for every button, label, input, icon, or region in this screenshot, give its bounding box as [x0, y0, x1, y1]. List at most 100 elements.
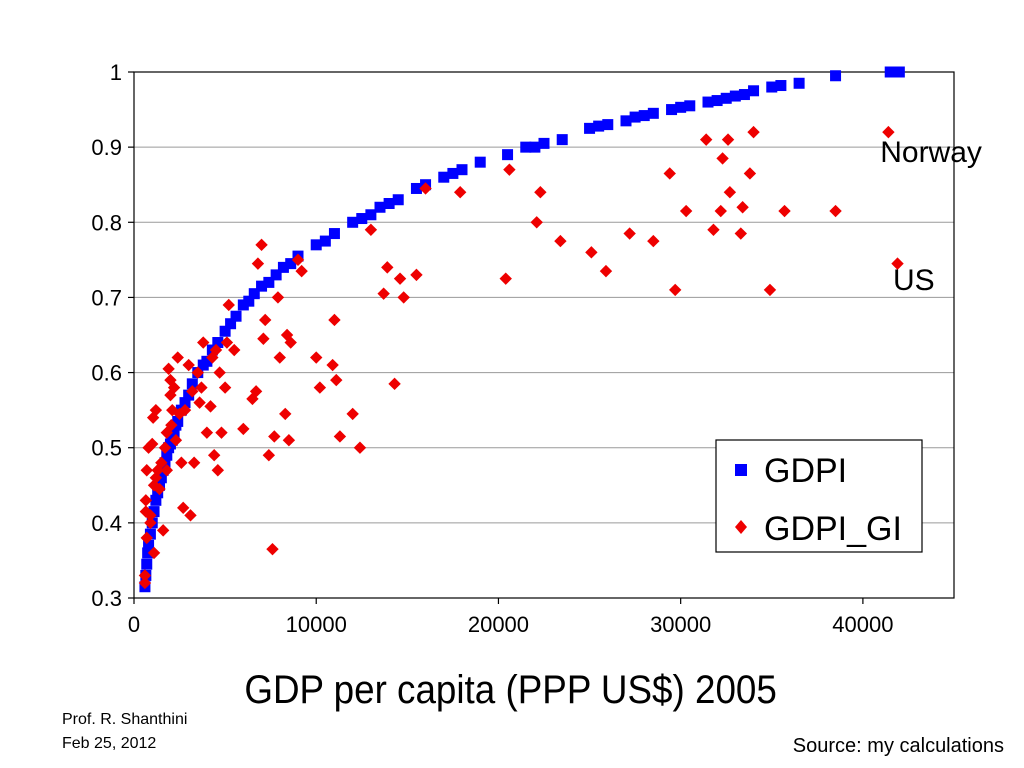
gdpi-gi-point — [882, 125, 895, 139]
gdpi-gi-point — [330, 373, 343, 387]
x-axis-title: GDP per capita (PPP US$) 2005 — [244, 668, 777, 712]
gdpi-gi-point — [291, 253, 305, 267]
gdpi-point — [347, 216, 359, 228]
gdpi-point — [179, 397, 191, 409]
gdpi-gi-point — [138, 569, 152, 582]
gdpi-gi-point — [326, 358, 339, 372]
author-name: Prof. R. Shanthini — [62, 711, 188, 728]
gdpi-gi-point — [714, 204, 727, 218]
x-tick-label: 40000 — [832, 612, 893, 637]
gdpi-gi-point — [721, 133, 735, 146]
gdpi-point — [684, 100, 696, 112]
legend: GDPI GDPI_GI — [715, 439, 923, 553]
gdpi-point — [225, 318, 237, 330]
gdpi-point — [285, 258, 297, 270]
y-tick-label: 0.9 — [91, 135, 122, 160]
gdpi-point — [438, 171, 450, 183]
gdpi-point — [529, 141, 541, 153]
gdpi-point — [263, 276, 275, 288]
gdpi-gi-point — [585, 246, 598, 259]
gdpi-point — [620, 115, 632, 127]
series-layer — [138, 66, 905, 593]
gdpi-gi-point — [554, 234, 567, 248]
gdpi-gi-point — [364, 223, 378, 236]
gdpi-point — [447, 167, 459, 179]
gdpi-gi-point — [268, 430, 281, 443]
gdpi-gi-point — [419, 182, 432, 195]
gdpi-gi-point — [147, 546, 161, 560]
gdpi-point — [893, 66, 905, 78]
gdpi-gi-point — [222, 298, 235, 312]
gdpi-gi-point — [187, 456, 201, 469]
gdpi-gi-point — [778, 204, 791, 218]
gdpi-gi-point — [699, 133, 713, 146]
gdpi-gi-point — [177, 501, 190, 515]
gdpi-gi-point — [251, 257, 265, 270]
gdpi-gi-point — [271, 291, 285, 304]
gdpi-point — [374, 201, 386, 213]
gdpi-gi-point — [220, 336, 234, 349]
gdpi-gi-point — [153, 482, 166, 496]
gdpi-point — [219, 325, 231, 337]
gdpi-gi-point — [353, 441, 367, 454]
gdpi-gi-point — [381, 261, 394, 274]
gdpi-point — [793, 77, 805, 89]
annotation-us: US — [893, 264, 935, 297]
gdpi-gi-point — [393, 272, 407, 285]
gdpi-gi-point — [647, 234, 660, 248]
gdpi-gi-point — [388, 377, 401, 391]
gdpi-gi-point — [155, 456, 168, 469]
gdpi-point — [602, 119, 614, 131]
gdpi-gi-point — [599, 264, 613, 278]
gdpi-gi-point — [149, 403, 163, 417]
gdpi-gi-point — [707, 223, 720, 236]
gdpi-point — [538, 137, 550, 149]
gdpi-gi-point — [211, 464, 225, 477]
gdpi-point — [310, 239, 322, 251]
gdpi-gi-point — [158, 441, 172, 454]
gdpi-gi-point — [503, 163, 516, 176]
gdpi-gi-point — [182, 358, 195, 372]
gdpi-gi-point — [140, 531, 153, 545]
gdpi-point — [830, 70, 842, 82]
gdpi-point — [884, 66, 896, 78]
gdpi-gi-point — [215, 426, 228, 439]
gdpi-gi-point — [209, 343, 223, 357]
gdpi-gi-point — [313, 381, 327, 394]
gdpi-point — [142, 547, 154, 559]
gdpi-point — [248, 288, 260, 300]
gdpi-gi-point — [736, 201, 749, 214]
gdpi-gi-point — [716, 152, 729, 165]
x-axis: 0 10000 20000 30000 40000 — [128, 598, 893, 637]
y-tick-label: 1 — [110, 60, 122, 85]
gdpi-gi-point — [160, 464, 173, 477]
gdpi-point — [629, 111, 641, 123]
gdpi-gi-point — [255, 238, 268, 252]
gdpi-point — [383, 198, 395, 209]
annotations: Norway US — [880, 136, 982, 297]
legend-label-gdpi: GDPI — [764, 452, 847, 490]
gdpi-gi-point — [144, 509, 157, 522]
gdpi-gi-point — [829, 204, 842, 218]
gdpi-gi-point — [377, 287, 390, 300]
gdpi-point — [593, 120, 605, 132]
gdpi-point — [150, 494, 162, 506]
gdpi-gi-point — [156, 524, 170, 537]
gdpi-gi-point — [410, 268, 423, 282]
gdpi-gi-point — [530, 216, 543, 229]
gdpi-point — [212, 337, 224, 349]
gdpi-point — [647, 107, 659, 119]
gdpi-point — [141, 558, 153, 570]
gdpi-point — [256, 280, 268, 292]
gdpi-gi-point — [178, 403, 192, 417]
gdpi-gi-point — [743, 167, 757, 180]
gdpi-gi-point — [218, 381, 232, 394]
gdpi-point — [675, 101, 687, 113]
gdpi-point — [720, 92, 732, 104]
gdpi-point — [456, 164, 468, 176]
gdpi-point — [243, 295, 255, 307]
gdpi-gi-point — [499, 272, 512, 285]
gdpi-gi-point — [328, 313, 341, 327]
gdpi-point — [392, 194, 404, 206]
